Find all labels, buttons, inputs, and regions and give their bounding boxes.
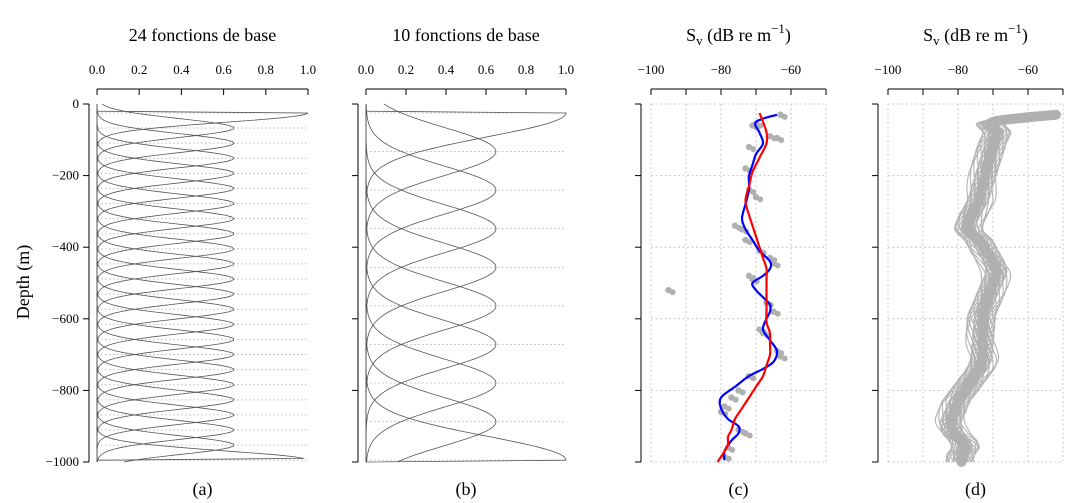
x-tick-label: −80 bbox=[948, 62, 968, 77]
observation-point bbox=[778, 137, 785, 144]
y-tick-label: −400 bbox=[52, 239, 79, 254]
basis-function bbox=[365, 104, 567, 463]
observation-point bbox=[669, 289, 676, 296]
ensemble-line bbox=[955, 114, 1046, 463]
panel-title: 10 fonctions de base bbox=[392, 25, 539, 45]
x-tick-label: −100 bbox=[875, 62, 902, 77]
observation-point bbox=[750, 146, 757, 153]
panel-label: (a) bbox=[193, 479, 213, 500]
y-axis-label: Depth (m) bbox=[13, 245, 34, 319]
x-tick-label: 0.8 bbox=[518, 62, 534, 77]
panel-label: (d) bbox=[965, 479, 986, 500]
x-tick-label: 0.4 bbox=[438, 62, 455, 77]
x-tick-label: 0.2 bbox=[131, 62, 147, 77]
x-tick-label: 1.0 bbox=[558, 62, 574, 77]
fit-10-line bbox=[716, 112, 772, 463]
x-tick-label: 1.0 bbox=[300, 62, 316, 77]
panel-title: 24 fonctions de base bbox=[129, 25, 276, 45]
observation-point bbox=[725, 405, 732, 412]
ensemble-band bbox=[945, 109, 1061, 467]
x-tick-label: 0.6 bbox=[478, 62, 495, 77]
observation-point bbox=[757, 196, 764, 203]
ensemble-line bbox=[941, 114, 1053, 463]
basis-function bbox=[96, 104, 305, 462]
ensemble-line bbox=[953, 114, 1048, 463]
y-tick-label: −600 bbox=[52, 311, 79, 326]
observation-point bbox=[750, 189, 757, 196]
observation-point bbox=[746, 239, 753, 246]
ensemble-line bbox=[953, 114, 1050, 463]
x-tick-label: −60 bbox=[1018, 62, 1038, 77]
fit-24-line bbox=[718, 113, 779, 461]
ensemble-line bbox=[957, 114, 1053, 463]
ensemble-line bbox=[959, 114, 1057, 463]
x-tick-label: 0.2 bbox=[398, 62, 414, 77]
y-tick-label: −800 bbox=[52, 382, 79, 397]
panel-title: Sv (dB re m−1) bbox=[686, 21, 791, 48]
x-tick-label: 0.4 bbox=[173, 62, 190, 77]
panel-b: 10 fonctions de base 0.0 0.2 0.4 0.6 0.8 1.0 (b… bbox=[352, 25, 574, 500]
observation-point bbox=[739, 389, 746, 396]
x-tick-label: −60 bbox=[781, 62, 801, 77]
panel-d: Sv (dB re m−1) −100 −80 −60 (d) bbox=[872, 21, 1064, 500]
y-tick-label: −200 bbox=[52, 168, 79, 183]
y-tick-label: −1000 bbox=[46, 454, 79, 469]
observation-point bbox=[732, 396, 739, 403]
x-tick-label: 0.0 bbox=[358, 62, 374, 77]
observation-point bbox=[725, 455, 732, 462]
x-tick-label: −100 bbox=[638, 62, 665, 77]
panel-title: Sv (dB re m−1) bbox=[923, 21, 1028, 48]
basis-function bbox=[365, 104, 567, 462]
observation-point bbox=[774, 310, 781, 317]
ensemble-line bbox=[955, 114, 1051, 463]
ensemble-line bbox=[955, 114, 1046, 463]
basis-function bbox=[96, 104, 235, 462]
observation-point bbox=[781, 355, 788, 362]
ensemble-line bbox=[962, 114, 1055, 463]
x-tick-label: 0.8 bbox=[258, 62, 274, 77]
observation-point bbox=[729, 446, 736, 453]
x-tick-label: 0.0 bbox=[89, 62, 105, 77]
observation-point bbox=[746, 432, 753, 439]
panel-a: 24 fonctions de base 0.0 0.2 0.4 0.6 0.8 1.0 0 −… bbox=[46, 25, 316, 500]
observation-point bbox=[774, 262, 781, 269]
x-tick-label: −80 bbox=[711, 62, 731, 77]
panel-c: Sv (dB re m−1) −100 −80 −60 (c) bbox=[635, 21, 827, 500]
observation-point bbox=[750, 375, 757, 382]
x-tick-label: 0.6 bbox=[215, 62, 232, 77]
observation-point bbox=[781, 113, 788, 120]
panel-label: (c) bbox=[729, 479, 749, 500]
y-tick-label: 0 bbox=[73, 96, 80, 111]
panel-label: (b) bbox=[456, 479, 477, 500]
